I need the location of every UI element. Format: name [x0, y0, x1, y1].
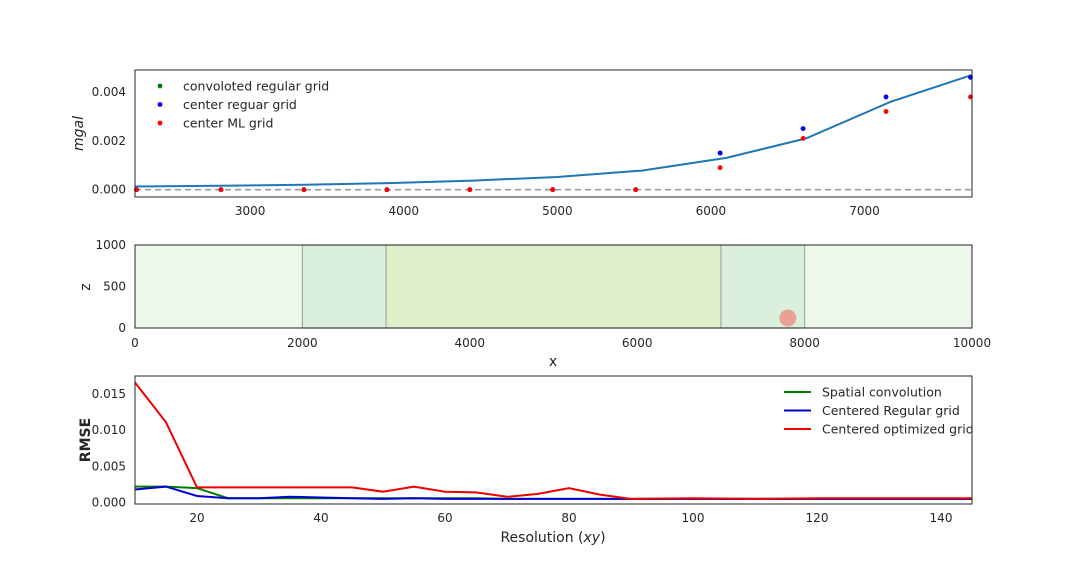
- y-tick-label: 500: [103, 280, 126, 294]
- data-point-ff0000: [633, 187, 639, 193]
- data-point-0000ff: [883, 94, 889, 100]
- x-tick-label: 4000: [455, 336, 486, 350]
- data-point-0000ff: [800, 126, 806, 131]
- data-point-ff0000: [218, 187, 224, 193]
- plot-area: [135, 70, 972, 197]
- source-body-marker: [779, 309, 797, 327]
- x-tick-label: 60: [437, 511, 452, 525]
- x-tick-label: 2000: [287, 336, 318, 350]
- x-tick-label: 10000: [953, 336, 991, 350]
- y-tick-label: 0.000: [92, 496, 126, 510]
- x-tick-label: 5000: [542, 204, 573, 218]
- data-point-ff0000: [384, 187, 390, 193]
- panel-model-cross-section: 0 2000 4000 6000 8000 10000 0 500 1000 x z: [78, 238, 991, 370]
- x-tick-label: 120: [806, 511, 829, 525]
- plot-frame: [134, 244, 973, 329]
- x-tick-label: 20: [189, 511, 204, 525]
- model-block-1: [301, 244, 387, 329]
- x-tick-label: 0: [131, 336, 139, 350]
- y-tick-label: 0.010: [92, 423, 126, 437]
- data-point-ff0000: [467, 187, 473, 193]
- x-tick-label: 100: [682, 511, 705, 525]
- y-axis-label: z: [78, 283, 94, 290]
- x-tick-label: 8000: [789, 336, 820, 350]
- y-tick-label: 0: [118, 321, 126, 335]
- data-point-ff0000: [717, 165, 723, 171]
- data-point-ff0000: [301, 187, 307, 193]
- y-tick-label: 0.004: [92, 85, 126, 99]
- series-line-3: [135, 381, 972, 500]
- x-tick-label: 4000: [388, 204, 419, 218]
- x-axis-label-italic: xy: [583, 530, 601, 546]
- x-axis-label-prefix: Resolution (: [500, 530, 583, 546]
- y-tick-label: 0.000: [92, 183, 126, 197]
- x-tick-label: 80: [561, 511, 576, 525]
- plot-area: [135, 376, 972, 504]
- panel-rmse-resolution: 20 40 60 80 100 120 140 0.000 0.005 0.010 0.015 RMS…: [78, 375, 974, 546]
- legend-marker: [157, 83, 163, 89]
- y-axis-label: mgal: [71, 116, 87, 151]
- plot-frame: [134, 69, 973, 198]
- legend-label: center reguar grid: [183, 97, 297, 112]
- panel-gravity-profile: 3000 4000 5000 6000 7000 0.000 0.002 0.004 mgal c…: [71, 69, 973, 218]
- legend-label: convoloted regular grid: [183, 79, 329, 94]
- y-tick-label: 1000: [95, 238, 126, 252]
- x-tick-label: 7000: [849, 204, 880, 218]
- data-point-ff0000: [883, 109, 889, 114]
- model-block-3: [385, 244, 722, 329]
- y-tick-label: 0.002: [92, 134, 126, 148]
- plot-frame: [134, 375, 973, 505]
- x-tick-label: 6000: [622, 336, 653, 350]
- legend-label: Centered optimized grid: [822, 422, 974, 437]
- x-tick-label: 140: [930, 511, 953, 525]
- legend-marker: [157, 120, 163, 126]
- legend-label: Centered Regular grid: [822, 403, 960, 418]
- x-tick-label: 6000: [696, 204, 727, 218]
- x-axis-label-suffix: ): [600, 530, 605, 546]
- data-point-ff0000: [800, 136, 806, 141]
- x-axis-label: x: [549, 354, 557, 370]
- legend-label: Spatial convolution: [822, 385, 942, 400]
- x-tick-label: 3000: [235, 204, 266, 218]
- legend-label: center ML grid: [183, 116, 273, 131]
- legend-marker: [157, 102, 163, 107]
- y-tick-label: 0.015: [92, 387, 126, 401]
- data-point-ff0000: [550, 187, 556, 193]
- y-tick-label: 0.005: [92, 459, 126, 473]
- x-tick-label: 40: [313, 511, 328, 525]
- x-axis-label: Resolution (xy): [500, 530, 605, 546]
- data-point-0000ff: [717, 150, 723, 156]
- y-axis-label: RMSE: [78, 418, 94, 462]
- true-anomaly-line: [134, 73, 973, 188]
